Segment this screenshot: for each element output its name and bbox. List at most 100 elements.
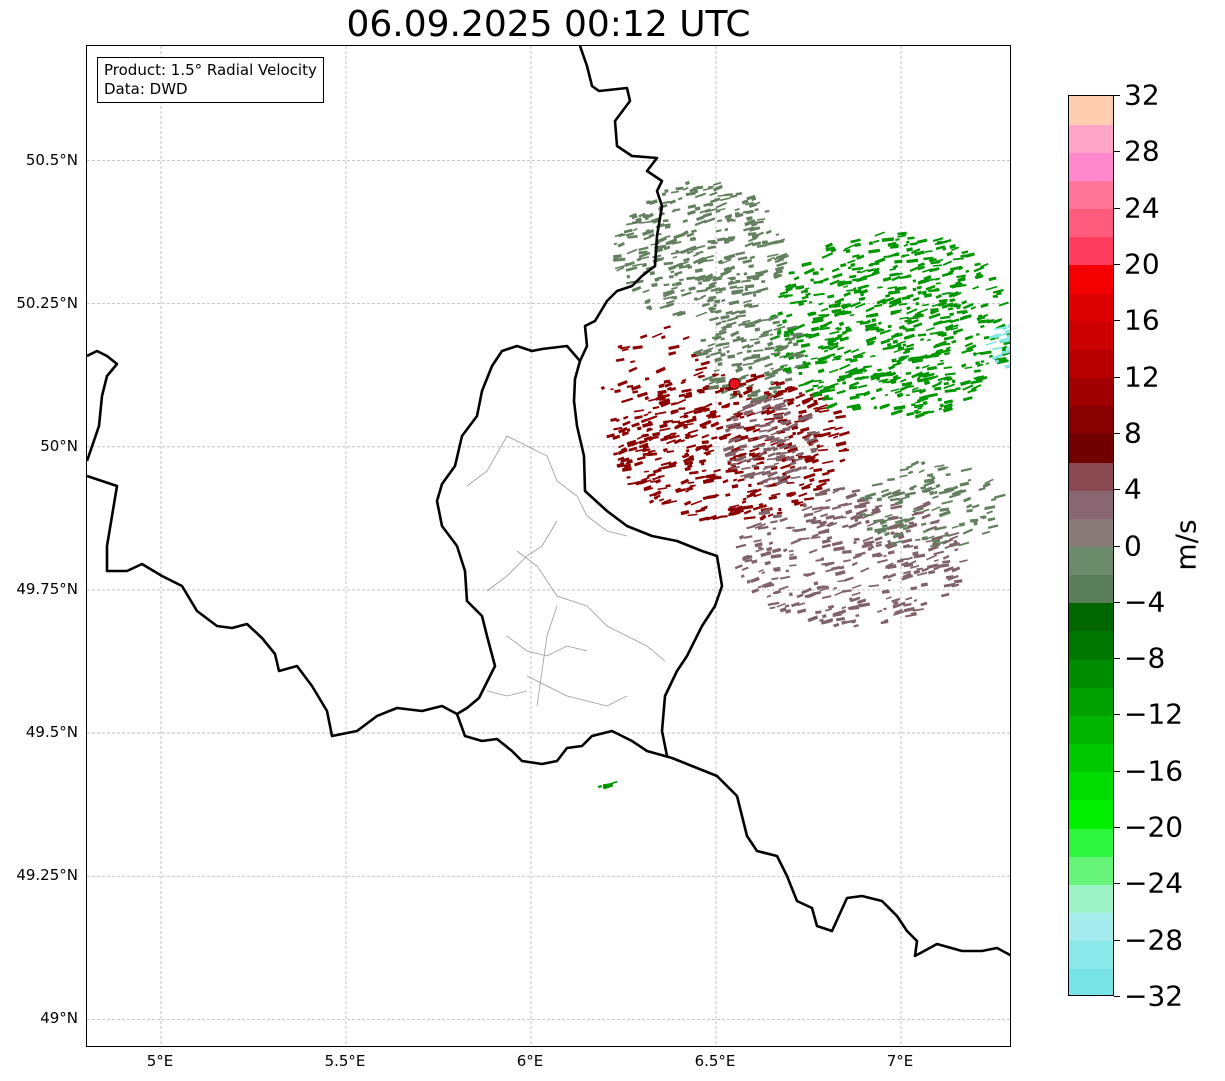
- lat-tick-label: 49.75°N: [16, 579, 78, 598]
- echo-pixel: [876, 298, 886, 305]
- echo-pixel: [627, 235, 638, 239]
- echo-pixel: [627, 481, 637, 486]
- echo-pixel: [652, 476, 659, 481]
- echo-pixel: [682, 186, 689, 191]
- echo-pixel: [801, 485, 811, 490]
- echo-pixel: [709, 409, 717, 415]
- echo-pixel: [949, 312, 954, 316]
- echo-pixel: [623, 415, 629, 420]
- echo-pixel: [725, 323, 731, 328]
- echo-pixel: [805, 387, 815, 393]
- echo-pixel: [726, 316, 739, 322]
- echo-pixel: [704, 505, 708, 509]
- border-northwest: [87, 349, 119, 462]
- echo-pixel: [776, 602, 786, 608]
- echo-pixel: [873, 405, 878, 410]
- echo-pixel: [734, 207, 740, 212]
- echo-pixel: [697, 407, 710, 413]
- map-panel[interactable]: [86, 45, 1011, 1047]
- echo-pixel: [849, 274, 857, 279]
- echo-pixel: [985, 285, 998, 291]
- echo-pixel: [901, 382, 908, 387]
- colorbar-segment: [1069, 546, 1113, 576]
- echo-pixel: [606, 433, 615, 439]
- echo-pixel: [906, 381, 913, 386]
- colorbar-segment: [1069, 490, 1113, 519]
- echo-pixel: [874, 536, 883, 542]
- echo-pixel: [913, 598, 918, 602]
- echo-pixel: [922, 500, 930, 507]
- echo-pixel: [954, 548, 959, 552]
- colorbar: [1068, 95, 1114, 996]
- echo-pixel: [749, 255, 756, 260]
- colorbar-segment: [1069, 940, 1113, 970]
- echo-pixel: [670, 432, 677, 436]
- echo-pixel: [920, 486, 927, 490]
- colorbar-tick-label: −24: [1124, 866, 1184, 900]
- echo-pixel: [937, 397, 942, 402]
- echo-pixel: [691, 187, 697, 192]
- echo-pixel: [629, 212, 637, 218]
- echo-pixel: [788, 434, 794, 439]
- echo-pixel: [914, 504, 923, 510]
- echo-pixel: [738, 394, 743, 398]
- echo-pixel: [839, 363, 851, 371]
- echo-pixel: [871, 482, 883, 487]
- echo-pixel: [687, 209, 696, 216]
- echo-pixel: [909, 556, 913, 560]
- echo-pixel: [900, 561, 909, 567]
- echo-pixel: [783, 410, 792, 417]
- lat-tick-label: 50.5°N: [25, 150, 78, 169]
- echo-pixel: [744, 558, 753, 563]
- echo-pixel: [694, 406, 704, 411]
- echo-pixel: [813, 581, 819, 586]
- echo-pixel: [770, 553, 782, 559]
- echo-pixel: [832, 272, 843, 279]
- echo-pixel: [1010, 335, 1011, 339]
- echo-cluster: [693, 314, 805, 401]
- echo-pixel: [901, 295, 911, 301]
- echo-pixel: [811, 318, 824, 324]
- echo-pixel: [817, 528, 830, 535]
- echo-pixel: [812, 391, 822, 397]
- echo-pixel: [770, 393, 774, 397]
- colorbar-segment: [1069, 771, 1113, 801]
- echo-pixel: [635, 448, 647, 453]
- echo-pixel: [955, 387, 961, 391]
- echo-pixel: [918, 469, 925, 474]
- echo-pixel: [834, 297, 845, 304]
- colorbar-tick-label: 24: [1124, 191, 1160, 225]
- echo-pixel: [614, 264, 626, 270]
- echo-pixel: [890, 504, 903, 510]
- echo-pixel: [738, 444, 748, 449]
- echo-pixel: [962, 528, 974, 535]
- echo-pixel: [784, 399, 788, 403]
- echo-pixel: [684, 432, 691, 438]
- echo-pixel: [761, 403, 771, 411]
- echo-pixel: [834, 426, 843, 431]
- echo-pixel: [942, 291, 951, 296]
- echo-pixel: [751, 464, 758, 468]
- colorbar-segment: [1069, 884, 1113, 914]
- echo-pixel: [643, 470, 649, 473]
- radar-site-dot: [728, 377, 741, 390]
- echo-pixel: [747, 383, 755, 388]
- echo-pixel: [905, 327, 915, 332]
- echo-pixel: [804, 455, 816, 462]
- echo-pixel: [902, 543, 911, 549]
- echo-pixel: [758, 333, 769, 339]
- echo-pixel: [761, 269, 769, 275]
- echo-pixel: [915, 365, 920, 370]
- echo-pixel: [896, 392, 904, 398]
- radar-map[interactable]: [87, 46, 1011, 1047]
- echo-pixel: [693, 371, 704, 377]
- echo-pixel: [934, 278, 939, 281]
- echo-cluster: [612, 180, 790, 322]
- colorbar-segment: [1069, 124, 1113, 153]
- echo-pixel: [703, 254, 715, 260]
- echo-pixel: [832, 487, 843, 492]
- echo-pixel: [836, 346, 845, 351]
- echo-pixel: [698, 281, 703, 285]
- echo-pixel: [790, 465, 796, 469]
- echo-pixel: [616, 257, 626, 262]
